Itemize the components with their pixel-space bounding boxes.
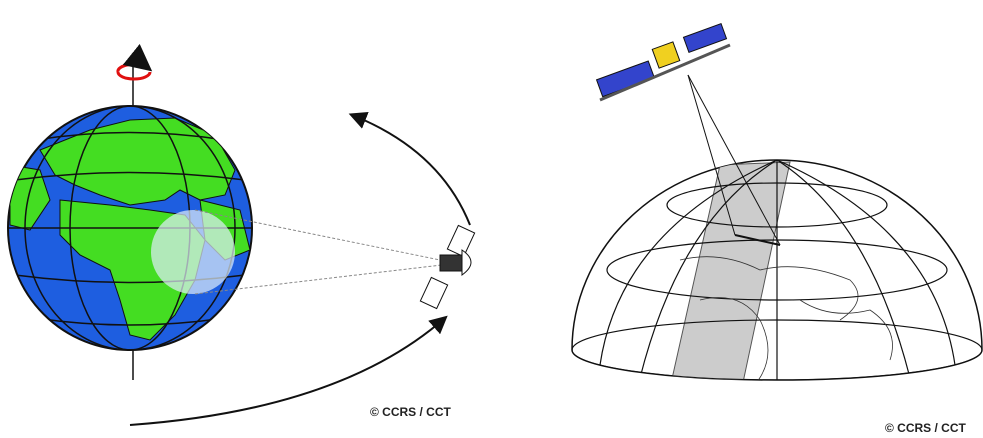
- orbit-arrow: [348, 111, 471, 226]
- credit: © CCRS / CCT: [370, 405, 452, 419]
- credit: © CCRS / CCT: [885, 421, 967, 435]
- globe: [7, 43, 451, 380]
- orbit-arrow: [129, 315, 448, 426]
- dome: [571, 74, 983, 381]
- polar-satellite: [595, 23, 731, 102]
- geo-satellite: [419, 224, 476, 310]
